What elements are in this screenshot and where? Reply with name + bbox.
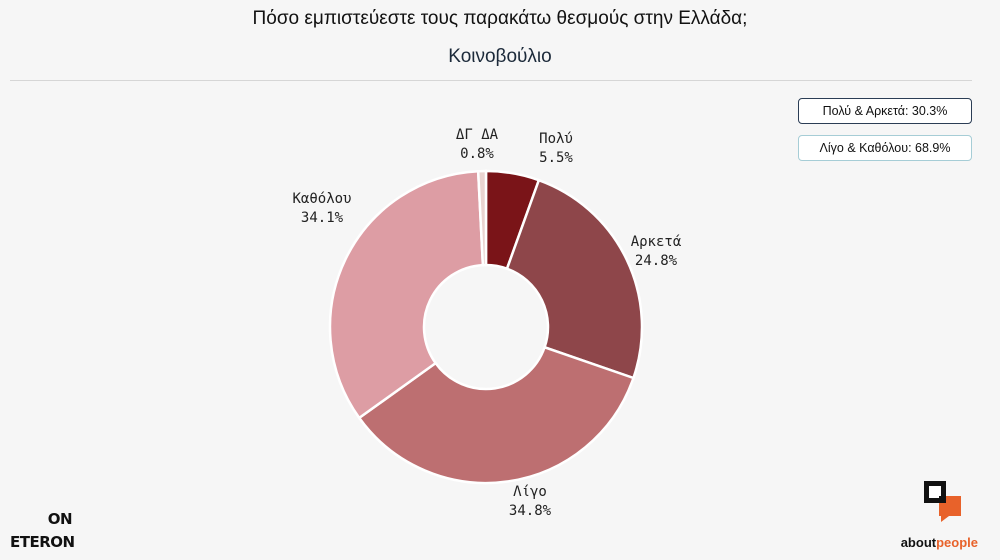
slice-katholou xyxy=(328,169,485,420)
aboutpeople-word-people: people xyxy=(936,535,978,550)
slice-label-ligo: Λίγο xyxy=(513,484,547,500)
slice-value-katholou: 34.1% xyxy=(301,210,344,226)
slice-label-arketa: Αρκετά xyxy=(631,234,682,250)
logo-eteron-text: ETERON xyxy=(10,533,75,551)
slice-label-poly: Πολύ xyxy=(539,131,573,147)
aboutpeople-speech-icon xyxy=(924,481,961,522)
summary-negative-badge: Λίγο & Καθόλου: 68.9% xyxy=(798,135,972,161)
aboutpeople-word-about: about xyxy=(900,535,937,550)
slice-value-arketa: 24.8% xyxy=(635,253,678,269)
summary-positive-badge: Πολύ & Αρκετά: 30.3% xyxy=(798,98,972,124)
chart-subtitle: Κοινοβούλιο xyxy=(448,46,552,67)
slice-value-poly: 5.5% xyxy=(539,150,573,166)
slice-value-dgda: 0.8% xyxy=(460,146,494,162)
logo-on-text: ON xyxy=(47,510,73,528)
aboutpeople-wordmark: aboutpeople xyxy=(901,535,978,550)
slice-label-katholou: Καθόλου xyxy=(292,191,351,207)
slice-ligo xyxy=(357,345,636,485)
aboutpeople-logo: aboutpeople xyxy=(901,480,978,550)
header-divider xyxy=(10,80,972,81)
slice-value-ligo: 34.8% xyxy=(509,503,552,519)
chart-title: Πόσο εμπιστεύεστε τους παρακάτω θεσμούς … xyxy=(252,8,748,29)
slice-arketa xyxy=(505,178,644,380)
slice-dgda xyxy=(476,169,488,267)
slice-label-dgda: ΔΓ ΔΑ xyxy=(456,127,499,143)
on-eteron-logo: ON ETERON xyxy=(10,510,75,551)
